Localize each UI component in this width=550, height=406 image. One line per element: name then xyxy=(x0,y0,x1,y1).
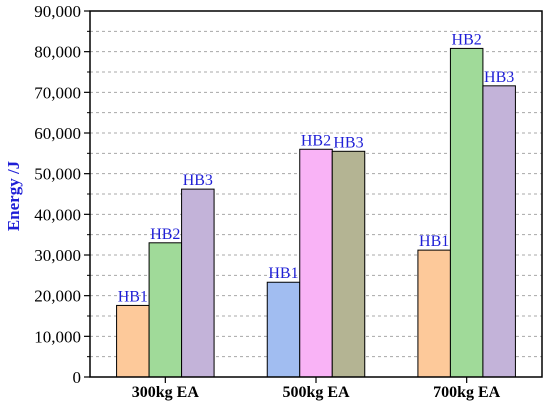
x-category-label: 300kg EA xyxy=(132,384,200,401)
bar-label: HB1 xyxy=(118,288,148,305)
y-tick-label: 50,000 xyxy=(34,165,81,184)
bar-label: HB2 xyxy=(301,132,331,149)
bar-label: HB3 xyxy=(183,172,213,189)
bar xyxy=(331,150,366,378)
bar-label: HB2 xyxy=(452,31,482,48)
y-tick-label: 80,000 xyxy=(34,43,81,62)
bar-label: HB3 xyxy=(333,134,363,151)
y-tick-label: 20,000 xyxy=(34,287,81,306)
bar xyxy=(148,242,183,378)
bar xyxy=(266,281,301,378)
bar xyxy=(299,148,333,378)
y-axis-ticks: 0 10,000 20,000 30,000 40,000 50,000 60,000 70,… xyxy=(34,2,468,387)
y-tick-label: 10,000 xyxy=(34,327,81,346)
y-tick-label: 0 xyxy=(73,368,82,387)
y-tick-label: 90,000 xyxy=(34,2,81,21)
y-tick-label: 30,000 xyxy=(34,246,81,265)
y-tick-label: 60,000 xyxy=(34,124,81,143)
bar xyxy=(482,85,516,378)
bar-label: HB1 xyxy=(268,265,298,282)
y-tick-label: 70,000 xyxy=(34,83,81,102)
y-axis-title: Energy /J xyxy=(4,160,23,231)
bar xyxy=(116,304,150,378)
bar xyxy=(181,188,215,378)
bars xyxy=(116,47,516,378)
y-tick-label: 40,000 xyxy=(34,205,81,224)
bar-label: HB3 xyxy=(484,69,514,86)
x-category-label: 700kg EA xyxy=(433,384,501,401)
bar xyxy=(449,47,484,378)
bar-label: HB2 xyxy=(150,226,180,243)
bar-label: HB1 xyxy=(419,233,449,250)
bar xyxy=(417,249,451,378)
x-axis-categories: 300kg EA 500kg EA 700kg EA xyxy=(132,384,501,401)
x-category-label: 500kg EA xyxy=(282,384,350,401)
